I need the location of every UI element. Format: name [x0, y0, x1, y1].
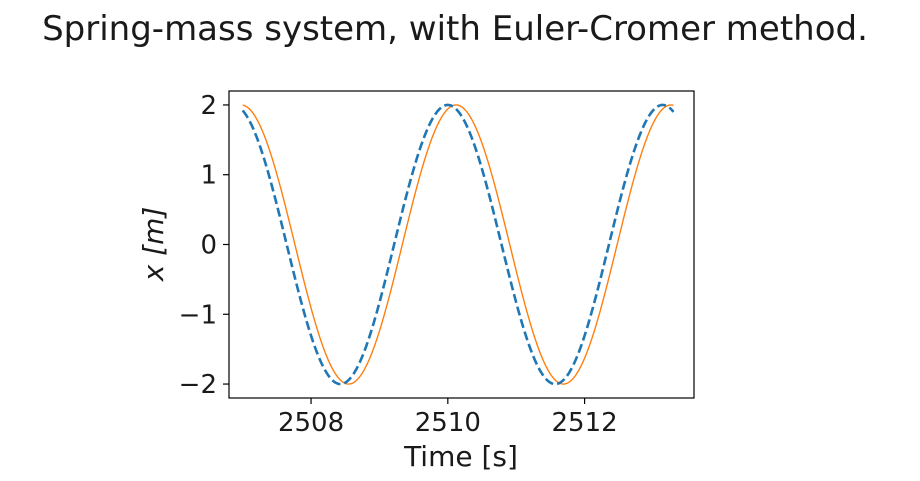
x-axis-label: Time [s]: [403, 440, 518, 473]
y-tick-label: −1: [179, 300, 217, 330]
y-tick-label: 2: [200, 91, 217, 121]
plot-lines: [241, 103, 675, 386]
y-tick-label: 0: [200, 231, 217, 261]
series-line-2: [242, 104, 674, 385]
x-tick-label: 2508: [278, 408, 344, 438]
x-axis: 2508 2510 2512: [278, 398, 618, 438]
y-tick-label: 1: [200, 161, 217, 191]
chart-title: Spring-mass system, with Euler-Cromer me…: [42, 9, 868, 49]
series-line-1: [241, 103, 675, 386]
y-axis-label: x [m]: [137, 207, 170, 283]
y-axis: −2 −1 0 1 2: [179, 91, 229, 400]
plot-frame: [228, 90, 695, 399]
x-tick-label: 2510: [415, 408, 481, 438]
x-tick-label: 2512: [552, 408, 618, 438]
y-tick-label: −2: [179, 370, 217, 400]
